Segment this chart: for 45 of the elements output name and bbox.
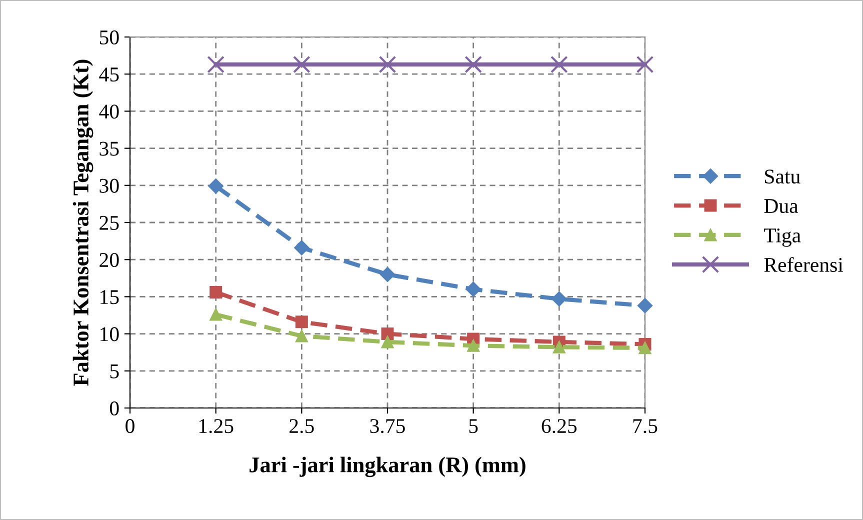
y-tick-label: 15	[100, 290, 119, 304]
point	[552, 340, 566, 354]
point	[466, 282, 481, 297]
x-tick-label: 3.75	[370, 419, 405, 434]
point	[295, 316, 308, 328]
point	[380, 266, 396, 282]
y-tick-label: 25	[100, 216, 119, 230]
legend-label: Satu	[765, 170, 800, 184]
x-axis-title: Jari -jari lingkaran (R) (mm)	[250, 456, 526, 478]
y-axis-title: Faktor Konsentrasi Tegangan (Kt)	[72, 60, 94, 386]
point	[294, 240, 310, 256]
x-tick-label: 7.5	[633, 419, 658, 434]
point	[467, 339, 480, 352]
y-tick-label: 20	[100, 252, 119, 268]
point	[381, 328, 394, 340]
point	[381, 336, 394, 348]
y-tick-label: 5	[110, 364, 119, 378]
y-tick-label: 40	[99, 104, 119, 119]
x-tick-label: 2.5	[290, 419, 314, 434]
point	[210, 308, 222, 321]
x-tick-label: 5	[469, 419, 478, 434]
point	[636, 56, 654, 74]
x-tick-label: 6.25	[542, 419, 577, 434]
point	[552, 291, 567, 306]
point	[208, 178, 224, 194]
y-tick-label: 50	[100, 30, 119, 44]
point	[464, 56, 482, 74]
y-tick-label: 10	[100, 327, 119, 342]
legend-label: Dua	[764, 199, 798, 214]
y-tick-label: 0	[110, 401, 119, 416]
point	[637, 298, 653, 314]
y-tick-label: 30	[100, 178, 119, 193]
x-tick-label: 1.25	[199, 419, 234, 434]
point	[210, 286, 222, 298]
legend-label: Referensi	[764, 257, 844, 272]
y-tick-label: 35	[100, 142, 119, 156]
point	[550, 56, 568, 74]
point	[295, 330, 308, 342]
y-tick-label: 45	[99, 68, 119, 82]
point	[292, 56, 310, 74]
x-tick-label: 0	[126, 419, 134, 434]
point	[638, 342, 652, 354]
legend-label: Tiga	[764, 228, 801, 247]
point	[378, 56, 396, 74]
point	[207, 56, 225, 74]
